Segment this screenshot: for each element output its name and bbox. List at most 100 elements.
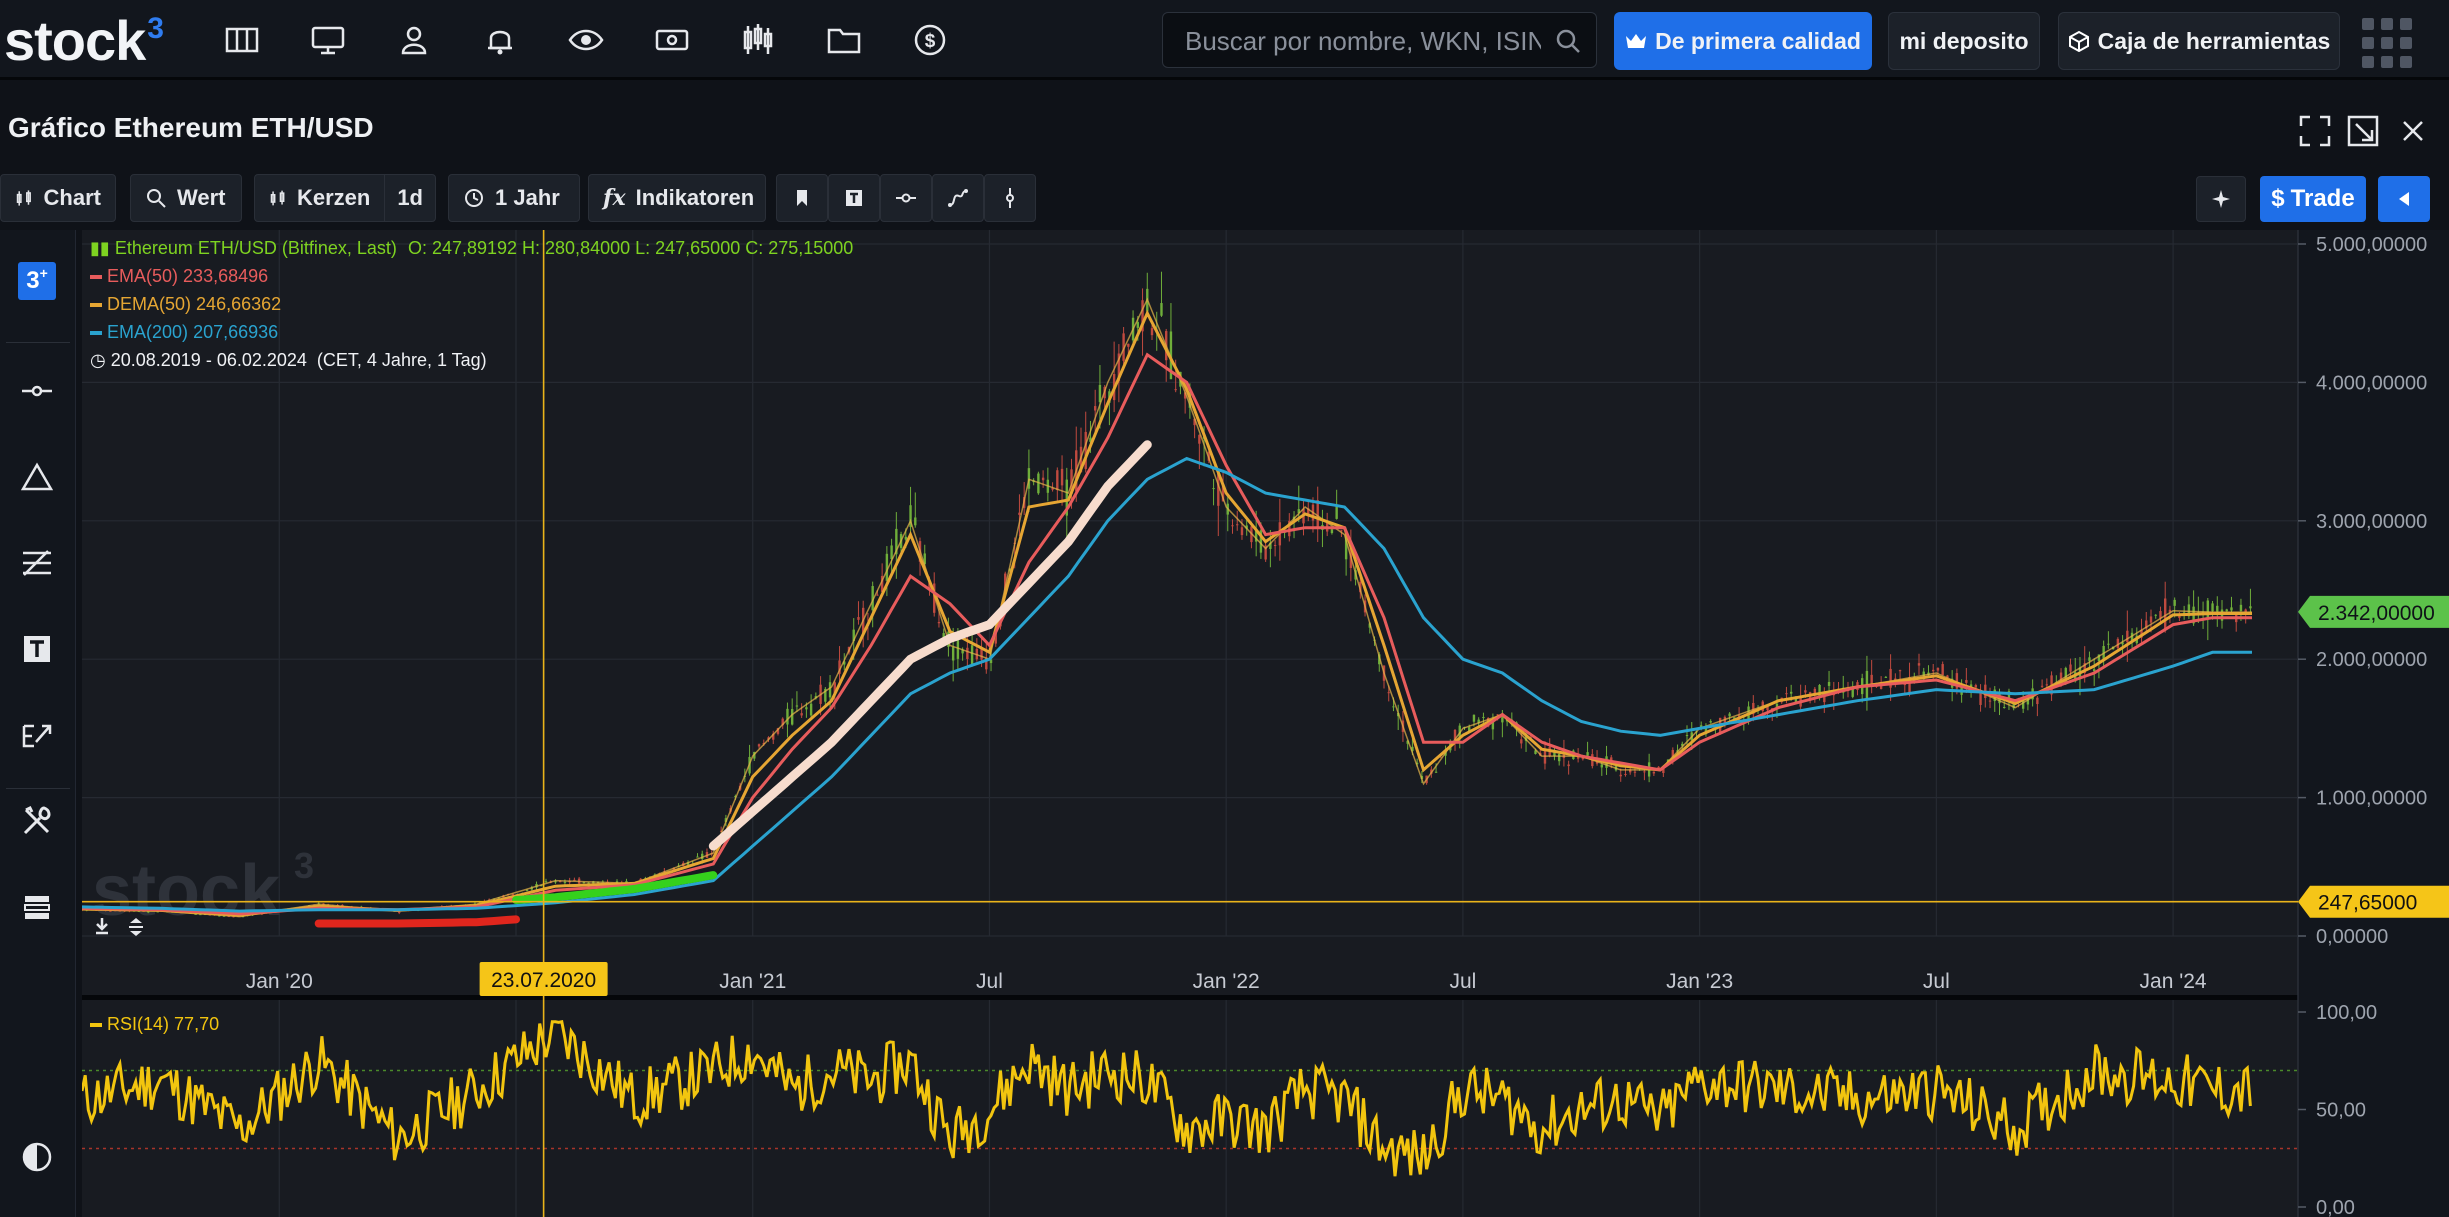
candle-body <box>2074 672 2077 682</box>
search-box[interactable] <box>1162 12 1597 68</box>
candle-body <box>1254 528 1258 542</box>
legend-ema200[interactable]: EMA(200) 207,66936 <box>90 322 278 343</box>
candle-body <box>2154 614 2157 616</box>
candle-body <box>525 890 529 892</box>
candle-body <box>2164 598 2167 629</box>
price-chart[interactable]: stock 3 5.000,00000 4.000,00000 3.000,0000… <box>82 230 2449 1217</box>
candle-body <box>1733 717 1736 720</box>
candle-body <box>147 911 150 913</box>
candle-body <box>961 649 964 654</box>
candle-body <box>1496 714 1499 716</box>
candlestick-icon[interactable] <box>738 20 778 60</box>
x-tick-label: Jul <box>1923 970 1950 993</box>
candle-body <box>1501 717 1504 723</box>
toolbox-label: Caja de herramientas <box>2097 27 2331 54</box>
toolbox-button[interactable]: Caja de herramientas <box>2058 12 2340 70</box>
candle-body <box>1633 771 1637 773</box>
contrast-icon[interactable] <box>14 1134 60 1180</box>
vertical-line-tool[interactable] <box>984 174 1036 222</box>
trendline-tool[interactable] <box>932 174 984 222</box>
horizontal-line-tool[interactable] <box>880 174 932 222</box>
vertical-line-icon <box>1006 188 1014 208</box>
candle-body <box>1586 752 1589 756</box>
bell-icon[interactable] <box>480 20 520 60</box>
candle-body <box>1070 469 1073 494</box>
candle-body <box>1415 762 1419 765</box>
triangle-icon[interactable] <box>14 454 60 500</box>
candle-body <box>1051 487 1054 490</box>
legend-ema50[interactable]: EMA(50) 233,68496 <box>90 266 268 287</box>
candle-body <box>994 627 997 644</box>
candle-body <box>800 713 803 716</box>
candle-body <box>1122 333 1125 361</box>
deposit-label: mi deposito <box>1899 27 2029 54</box>
search-icon[interactable] <box>1554 27 1582 60</box>
candle-body <box>1335 505 1338 519</box>
cash-icon[interactable] <box>652 20 692 60</box>
monitor-icon[interactable] <box>308 20 348 60</box>
candle-body <box>1065 479 1068 516</box>
candle-type-button[interactable]: Kerzen 1d <box>254 174 436 222</box>
candle-body <box>2211 603 2214 612</box>
indicators-button[interactable]: fx Indikatoren <box>588 174 766 222</box>
wert-label: Wert <box>177 185 226 210</box>
template-icon[interactable] <box>14 884 60 930</box>
close-icon[interactable] <box>2396 114 2430 148</box>
text-icon[interactable] <box>14 626 60 672</box>
candle-body <box>1827 681 1831 686</box>
candle-body <box>951 647 955 661</box>
ai-assist-button[interactable] <box>2196 176 2246 222</box>
folder-icon[interactable] <box>824 20 864 60</box>
candle-body <box>1221 485 1225 502</box>
fx-icon: fx <box>603 185 626 211</box>
trade-button[interactable]: $ Trade <box>2260 176 2366 222</box>
interval-selector[interactable]: 1d <box>384 174 435 222</box>
candle-body <box>1387 692 1390 694</box>
user-icon[interactable] <box>394 20 434 60</box>
dollar-icon[interactable]: $ <box>910 20 950 60</box>
text-tool[interactable] <box>828 174 880 222</box>
eye-icon[interactable] <box>566 20 606 60</box>
horizontal-line-icon[interactable] <box>14 368 60 414</box>
deposit-button[interactable]: mi deposito <box>1888 12 2040 70</box>
candle-body <box>1056 470 1059 490</box>
trade-label: Trade <box>2290 185 2355 212</box>
edit-arrow-icon[interactable] <box>14 712 60 758</box>
candle-body <box>1932 669 1935 672</box>
tools-icon[interactable] <box>14 798 60 844</box>
candle-body <box>857 617 860 620</box>
legend-rsi[interactable]: RSI(14) 77,70 <box>90 1014 219 1035</box>
candle-body <box>895 528 898 555</box>
value-search-button[interactable]: Wert <box>130 174 242 222</box>
collapse-panel-button[interactable] <box>2378 176 2430 222</box>
columns-icon[interactable] <box>222 20 262 60</box>
chart-label: Chart <box>43 185 101 210</box>
popout-icon[interactable] <box>2346 114 2380 148</box>
candle-body <box>772 733 775 740</box>
range-button[interactable]: 1 Jahr <box>448 174 580 222</box>
fullscreen-icon[interactable] <box>2298 114 2332 148</box>
chart-type-button[interactable]: Chart <box>0 174 116 222</box>
download-icon[interactable] <box>92 916 120 944</box>
legend-dema50[interactable]: DEMA(50) 246,66362 <box>90 294 281 315</box>
fibonacci-icon[interactable] <box>14 540 60 586</box>
candle-body <box>970 645 974 665</box>
candle-body <box>1236 524 1239 526</box>
premium-button[interactable]: De primera calidad <box>1614 12 1872 70</box>
candle-body <box>2097 654 2101 662</box>
candle-body <box>1269 542 1272 549</box>
stock3-logo[interactable]: stock3 <box>4 9 164 72</box>
candle-body <box>937 622 941 624</box>
candle-body <box>2003 706 2006 708</box>
stock3-plus-icon[interactable]: 3 + <box>14 258 60 304</box>
search-input[interactable] <box>1183 25 1543 58</box>
candle-body <box>1060 468 1064 486</box>
expand-vertical-icon[interactable] <box>126 916 154 944</box>
bookmark-tool[interactable] <box>776 174 828 222</box>
candle-body <box>1434 771 1438 773</box>
apps-grid-icon[interactable] <box>2362 18 2412 68</box>
candle-body <box>1041 477 1045 481</box>
candle-body <box>1766 706 1769 711</box>
candle-body <box>719 830 723 832</box>
candle-body <box>1946 675 1949 679</box>
